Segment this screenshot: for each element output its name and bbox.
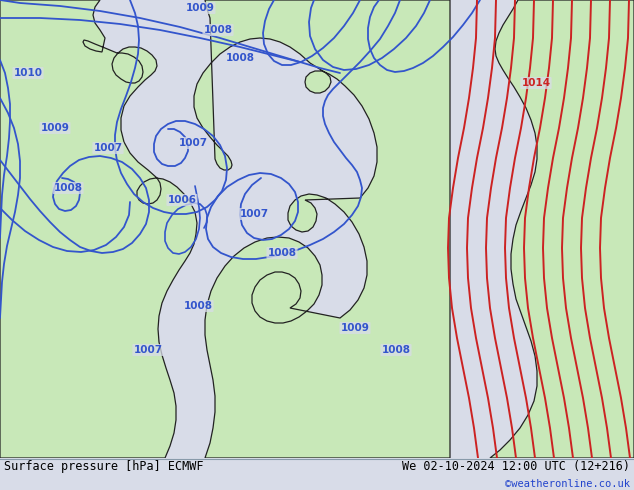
Text: 1006: 1006 [167, 195, 197, 205]
Text: 1007: 1007 [240, 209, 269, 219]
Text: 1009: 1009 [186, 3, 214, 13]
Text: 1009: 1009 [41, 123, 70, 133]
Text: 1008: 1008 [226, 53, 254, 63]
Text: Surface pressure [hPa] ECMWF: Surface pressure [hPa] ECMWF [4, 461, 204, 473]
Polygon shape [194, 0, 450, 458]
Text: 1014: 1014 [521, 78, 550, 88]
Text: 1010: 1010 [13, 68, 42, 78]
Text: 1009: 1009 [340, 323, 370, 333]
Text: 1008: 1008 [183, 301, 212, 311]
Text: ©weatheronline.co.uk: ©weatheronline.co.uk [505, 479, 630, 489]
Polygon shape [0, 0, 197, 458]
Text: 1007: 1007 [178, 138, 207, 148]
Text: 1007: 1007 [93, 143, 122, 153]
Text: 1008: 1008 [204, 25, 233, 35]
Text: We 02-10-2024 12:00 UTC (12+216): We 02-10-2024 12:00 UTC (12+216) [402, 461, 630, 473]
Text: 1008: 1008 [268, 248, 297, 258]
Text: 1007: 1007 [133, 345, 162, 355]
Text: 1008: 1008 [382, 345, 410, 355]
Polygon shape [490, 0, 634, 458]
Text: 1008: 1008 [53, 183, 82, 193]
